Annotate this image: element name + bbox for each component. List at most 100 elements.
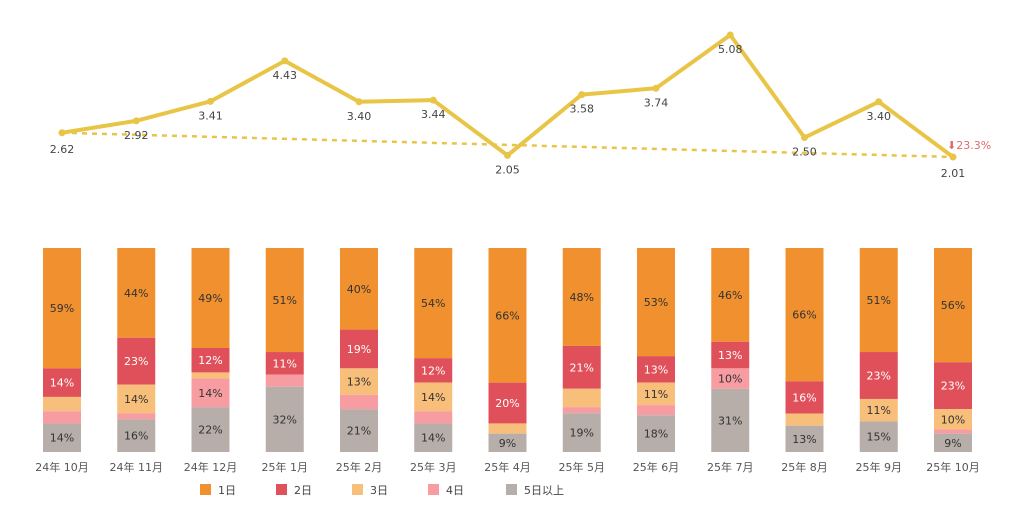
bar-segment (43, 396, 81, 412)
line-point (801, 134, 808, 142)
bar-segment-label: 12% (198, 354, 222, 367)
stacked-bar-chart: 59% 14% 14% 24年 10月 44% 23% 14% 16% 24年 11月 49% 12… (35, 248, 980, 474)
bar-segment (637, 248, 675, 357)
bar-segment-label: 22% (198, 424, 222, 437)
bar-segment (934, 433, 972, 452)
bar-segment-label: 9% (499, 437, 516, 450)
bar-segment (191, 407, 230, 452)
bar-segment (117, 384, 156, 414)
legend-label: 3日 (370, 484, 388, 497)
bar-segment-label: 11% (644, 388, 668, 401)
bar-segment (785, 381, 824, 414)
bar-segment-label: 66% (792, 309, 816, 322)
legend-swatch (200, 484, 211, 495)
bar-segment (340, 329, 378, 369)
bar-segment-label: 54% (421, 297, 445, 310)
line-point (875, 98, 883, 106)
line-value-label: 2.92 (124, 129, 149, 142)
bar-segment-label: 14% (50, 377, 74, 390)
line-value-label: 3.41 (198, 109, 223, 122)
line-point (207, 97, 214, 105)
x-tick-label: 24年 10月 (35, 460, 89, 474)
x-tick-label: 25年 6月 (633, 460, 680, 474)
bar-segment (562, 413, 601, 452)
bar-segment (340, 368, 378, 395)
bar-segment (562, 345, 601, 389)
bar-segment-label: 14% (421, 432, 445, 445)
line-value-label: 4.43 (273, 69, 298, 82)
bar-segment (637, 415, 675, 452)
bar-segment-label: 59% (50, 302, 74, 315)
bar-segment-label: 15% (867, 431, 891, 444)
line-value-label: 3.74 (644, 96, 669, 109)
x-tick-label: 25年 2月 (336, 460, 383, 474)
bar-segment-label: 32% (273, 413, 297, 426)
legend-swatch (352, 484, 363, 495)
bar-segment (711, 368, 750, 389)
bar-segment-label: 13% (347, 376, 371, 389)
bar-segment (934, 409, 972, 430)
bar-segment-label: 10% (718, 373, 742, 386)
bar-segment-label: 21% (347, 425, 371, 438)
bar-segment-label: 20% (495, 397, 519, 410)
bar-segment-label: 11% (273, 357, 297, 370)
bar-segment-label: 16% (124, 430, 148, 443)
x-tick-label: 25年 10月 (926, 460, 980, 474)
bar-segment (637, 382, 675, 406)
change-annotation: ⬇23.3% (947, 139, 991, 152)
bar-segment (117, 337, 156, 385)
line-point (578, 91, 586, 99)
line-point (949, 153, 957, 161)
bar-segment-label: 56% (941, 299, 965, 312)
line-value-label: 3.58 (570, 103, 595, 116)
line-chart: 2.62 2.92 3.41 4.43 3.40 3.44 2.05 3.58 3.74 5.08… (50, 31, 991, 180)
line-value-label: 5.08 (718, 43, 743, 56)
bar-segment (637, 356, 675, 383)
bar-segment (859, 248, 898, 353)
bar-segment (43, 248, 81, 369)
bar-segment (562, 248, 601, 346)
bar-segment (785, 413, 824, 426)
bar-segment (711, 341, 750, 369)
line-value-label: 2.01 (941, 167, 966, 180)
legend-swatch (506, 484, 517, 495)
legend-label: 4日 (446, 484, 464, 497)
bar-segment-label: 13% (644, 363, 668, 376)
line-value-label: 3.44 (421, 108, 446, 121)
bar-segment (488, 433, 527, 452)
line-point (355, 98, 363, 106)
line-point (652, 84, 660, 92)
bar-segment (488, 248, 527, 383)
bar-segment-label: 16% (792, 391, 816, 404)
bar-segment (859, 352, 898, 399)
bar-segment (265, 374, 304, 387)
bar-segment-label: 49% (198, 292, 222, 305)
bar-segment-label: 13% (718, 349, 742, 362)
bar-segment (265, 352, 304, 375)
bar-segment-label: 9% (944, 437, 961, 450)
bar-segment (785, 248, 824, 382)
line-value-label: 2.05 (495, 163, 520, 176)
bar-segment (637, 405, 675, 416)
bar-segment-label: 23% (941, 380, 965, 393)
bar-segment-label: 19% (570, 427, 594, 440)
line-value-label: 2.62 (50, 143, 75, 156)
x-tick-label: 24年 11月 (110, 460, 164, 474)
bar-segment-label: 13% (792, 433, 816, 446)
bar-segment (934, 362, 972, 410)
bar-segment-label: 23% (124, 355, 148, 368)
bar-segment (562, 388, 601, 408)
line-point (58, 129, 66, 137)
legend: 1日 2日 3日 4日 5日以上 (200, 484, 564, 497)
bar-segment (43, 411, 81, 424)
bar-segment-label: 11% (867, 404, 891, 417)
x-tick-label: 25年 8月 (781, 460, 828, 474)
bar-segment-label: 14% (198, 387, 222, 400)
bar-segment (414, 248, 453, 359)
x-tick-label: 25年 3月 (410, 460, 457, 474)
bar-segment-label: 14% (124, 393, 148, 406)
bar-segment-label: 40% (347, 283, 371, 296)
bar-segment-label: 14% (50, 432, 74, 445)
bar-segment (414, 382, 453, 412)
bar-segment (488, 423, 527, 434)
